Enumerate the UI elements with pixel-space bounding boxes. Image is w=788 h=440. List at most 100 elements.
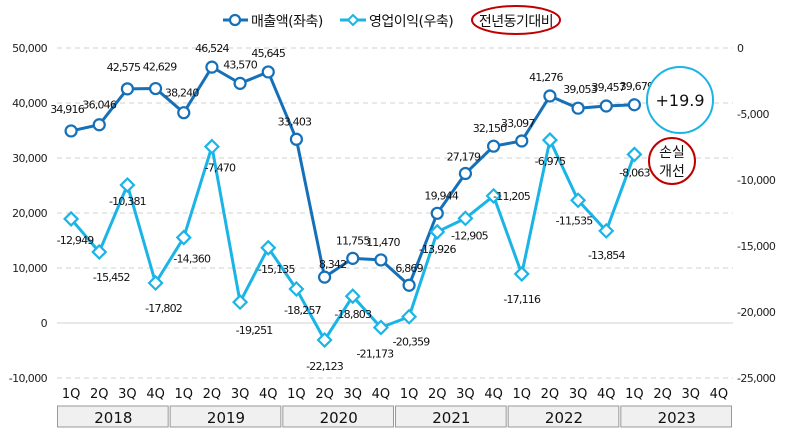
sales-data-label: 45,645 [251,47,285,60]
quarter-label: 3Q [118,387,137,402]
sales-point [346,251,360,265]
profit-point [429,223,446,240]
sales-data-label: 32,150 [473,122,507,135]
left-tick-label: 20,000 [12,207,47,220]
profit-point [457,210,474,227]
legend-yoy-label: 전년동기대비 [479,14,553,30]
sales-point [627,98,642,112]
sales-data-label: 39,679 [620,80,654,93]
profit-point [203,138,220,155]
sales-data-label: 46,524 [195,42,229,55]
sales-point [374,253,388,267]
sales-point [571,101,585,115]
profit-point [598,222,615,239]
sales-point [120,82,135,96]
profit-improve-line1: 손실 [659,145,685,161]
sales-data-label: 38,240 [165,87,199,100]
legend-sales-marker [228,13,242,27]
sales-point [486,139,501,153]
right-tick-label: -15,000 [737,240,776,253]
profit-point [288,280,305,298]
profit-point [175,229,192,246]
sales-point [402,278,416,292]
sales-data-label: 27,179 [447,151,481,164]
sales-data-label: 11,755 [336,234,370,247]
quarter-label: 1Q [625,387,644,402]
profit-data-label: -13,926 [419,243,457,256]
sales-point [515,134,529,148]
sales-point [430,206,444,220]
year-box [57,405,169,428]
sales-point [148,81,163,96]
year-label: 2021 [432,409,470,427]
left-tick-label: 10,000 [12,262,47,275]
quarter-label: 2Q [541,387,560,402]
year-box [395,405,507,428]
sales-data-label: 34,916 [50,103,84,116]
quarter-label: 3Q [456,387,475,402]
sales-data-label: 11,470 [366,236,400,249]
sales-point [599,99,613,113]
left-tick-label: -10,000 [9,372,48,385]
legend-profit-label: 영업이익(우축) [369,14,453,30]
sales-data-label: 43,570 [223,58,257,71]
profit-point [63,210,80,227]
sales-point [543,89,557,103]
year-box [282,405,395,428]
profit-data-label: -11,205 [493,190,531,203]
profit-data-label: -12,905 [451,229,489,242]
profit-data-label: -14,360 [173,253,211,266]
profit-point [513,265,530,282]
quarter-label: 4Q [484,387,503,402]
profit-data-label: -17,116 [503,293,541,306]
profit-data-label: -13,854 [588,249,626,262]
year-label: 2023 [658,409,696,427]
profit-data-label: -18,257 [284,304,322,317]
yoy-sales-value: +19.9 [655,91,704,110]
quarter-label: 1Q [512,387,531,402]
quarter-label: 4Q [710,387,729,402]
sales-point [205,60,219,74]
year-box [507,405,620,428]
sales-data-label: 19,944 [424,189,458,202]
sales-point [261,65,275,79]
sales-point [317,270,332,284]
quarter-label: 3Q [569,387,588,402]
profit-point [260,239,277,256]
sales-data-label: 33,097 [501,117,535,130]
left-tick-label: 40,000 [12,97,47,110]
profit-data-label: -12,949 [57,234,95,247]
sales-point [92,118,106,132]
right-tick-label: 0 [737,42,744,55]
sales-data-label: 42,575 [107,61,141,74]
quarter-label: 1Q [174,387,193,402]
sales-point [458,166,473,181]
profit-point [372,319,389,336]
sales-data-label: 36,046 [82,99,116,112]
right-tick-label: -5,000 [737,108,769,121]
yoy-sales-circle [646,66,714,134]
profit-point [401,308,418,325]
profit-data-label: -19,251 [236,324,273,337]
left-tick-label: 50,000 [12,42,47,55]
quarter-label: 2Q [90,387,109,402]
profit-point [91,243,108,261]
profit-data-label: -20,359 [393,336,431,349]
profit-point [570,192,587,209]
sales-data-label: 33,403 [278,115,312,128]
sales-point [64,124,78,138]
sales-data-label: 39,053 [563,83,597,96]
year-label: 2019 [207,409,245,427]
quarter-label: 4Q [146,387,165,402]
profit-data-label: -10,381 [109,195,146,208]
year-box [620,405,732,428]
profit-data-label: -7,470 [205,162,236,175]
profit-data-label: -21,173 [356,347,394,360]
quarter-label: 4Q [372,387,391,402]
quarter-label: 2Q [203,387,222,402]
quarter-label: 2Q [653,387,672,402]
sales-data-label: 39,457 [591,81,625,94]
quarter-label: 3Q [231,387,250,402]
